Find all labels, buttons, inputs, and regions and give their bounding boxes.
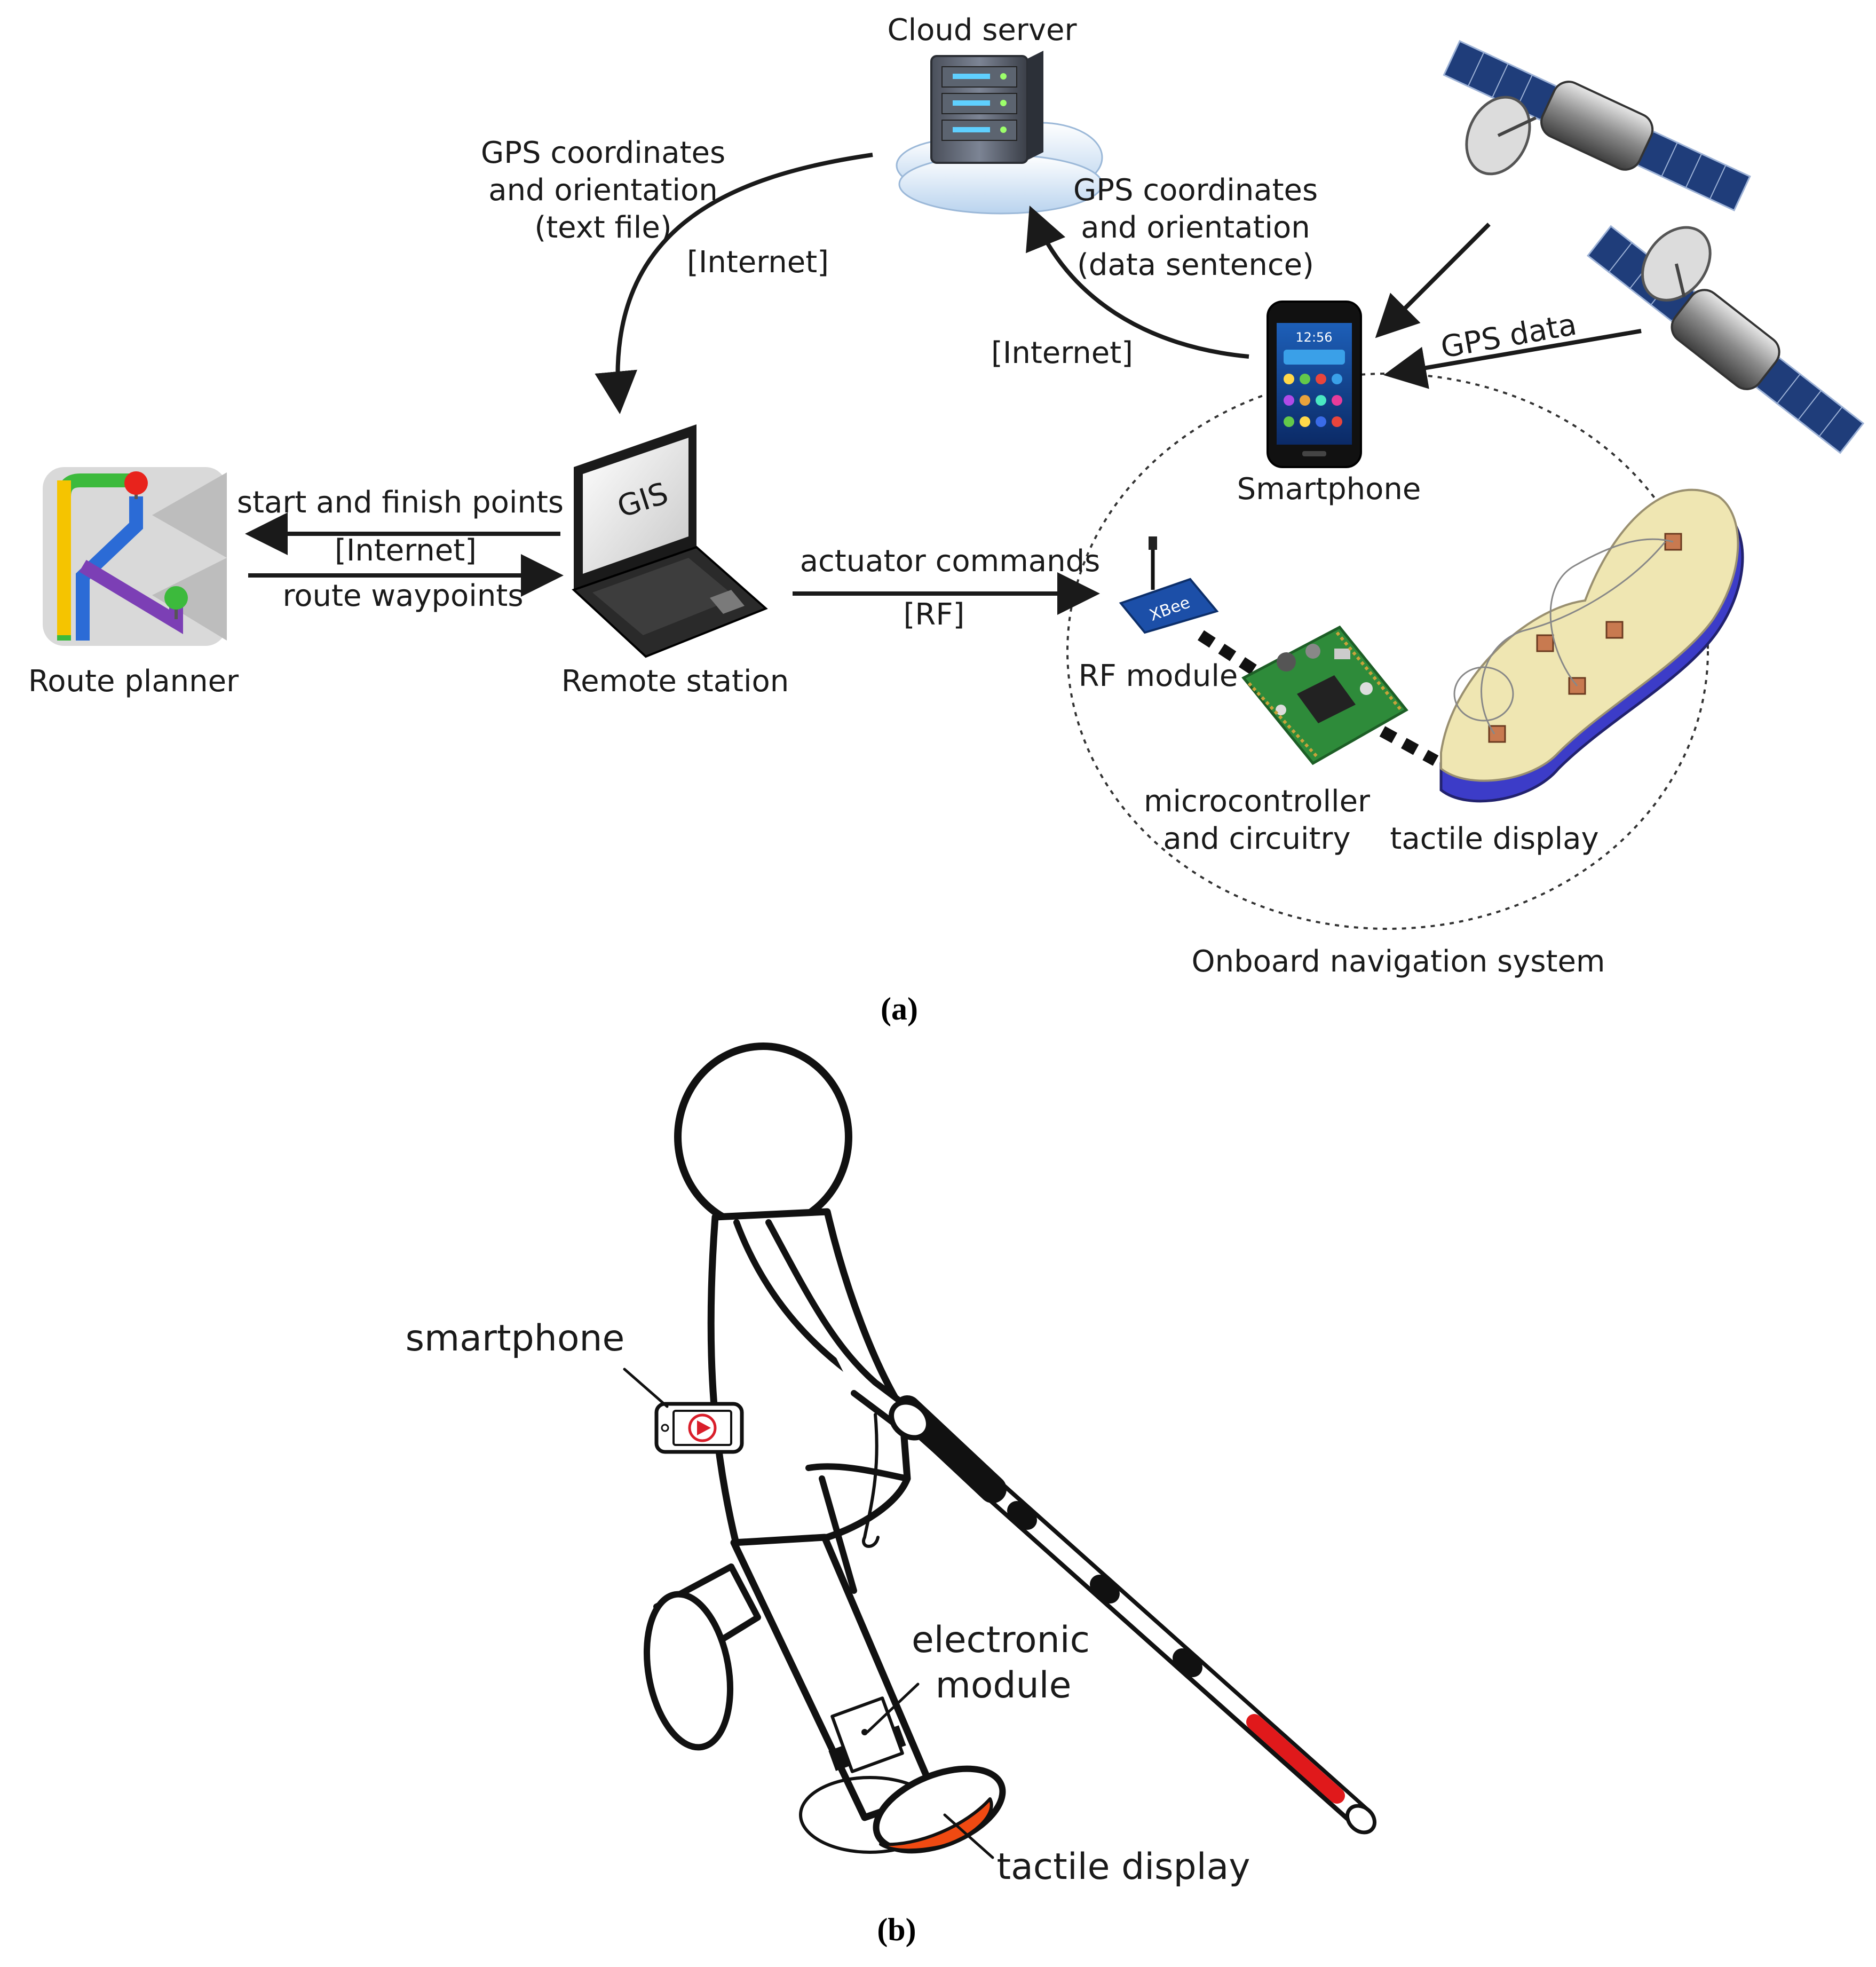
figure-hip-line <box>805 1463 911 1482</box>
belt-smartphone-icon <box>654 1402 744 1454</box>
panel-b-smartphone-label: smartphone <box>406 1317 625 1360</box>
rf-module-label: RF module <box>1079 659 1238 693</box>
laptop-icon <box>572 424 768 658</box>
satellite-icon-lower <box>1587 225 1865 454</box>
phone-to-cloud-text-1: GPS coordinates <box>1073 173 1318 208</box>
microcontroller-label-1: microcontroller <box>1144 784 1371 819</box>
rf-to-mcu-connector <box>1197 630 1274 686</box>
onboard-system-label: Onboard navigation system <box>1192 944 1605 979</box>
tactile-display-sole <box>879 1797 993 1852</box>
electronic-module-leader <box>866 1682 920 1734</box>
rf-module-icon: XBee <box>1119 536 1219 634</box>
actuator-commands-label: actuator commands <box>800 544 1101 579</box>
panel-b-module-label-2: module <box>936 1664 1072 1707</box>
cloud-to-station-text-2: and orientation <box>488 173 718 208</box>
satellite-lower-to-phone-arrow <box>1383 329 1642 389</box>
satellite-icon-upper <box>1443 40 1751 211</box>
smartphone-icon: 12:56 <box>1267 301 1362 468</box>
phone-clock: 12:56 <box>1295 330 1332 345</box>
panel-b-tactile-label: tactile display <box>996 1846 1250 1888</box>
phone-to-cloud-arrow <box>1026 206 1249 359</box>
remote-station-label: Remote station <box>561 664 789 699</box>
cloud-to-station-arrow <box>595 153 873 414</box>
panel-b-caption: (b) <box>877 1912 916 1947</box>
mcu-to-display-connector <box>1379 726 1439 766</box>
microcontroller-label-2: and circuitry <box>1163 821 1350 856</box>
panel-b: smartphone electronic module tactile dis… <box>406 1042 1376 1947</box>
tactile-display-label-a: tactile display <box>1390 821 1598 856</box>
cloud-to-station-channel: [Internet] <box>687 245 829 280</box>
route-planner-icon <box>43 467 227 646</box>
panel-a-caption: (a) <box>881 991 918 1026</box>
electronic-module-dot <box>861 1729 868 1735</box>
planner-station-channel: [Internet] <box>335 533 477 568</box>
panel-b-module-label-1: electronic <box>912 1619 1090 1661</box>
tactile-display-leader <box>943 1813 994 1859</box>
smartphone-label: Smartphone <box>1237 472 1421 507</box>
rf-channel-label: [RF] <box>904 597 965 632</box>
cloud-server-icon <box>896 51 1103 215</box>
figure-strap <box>862 1413 880 1548</box>
smartphone-leader <box>623 1368 669 1408</box>
phone-to-cloud-text-3: (data sentence) <box>1077 248 1314 282</box>
figure-head <box>674 1042 852 1231</box>
figure-hand <box>889 1399 931 1441</box>
route-waypoints-label: route waypoints <box>282 579 523 613</box>
figure-front-leg <box>730 1534 938 1821</box>
microcontroller-icon <box>1241 625 1408 765</box>
cloud-server-label: Cloud server <box>887 13 1077 48</box>
cloud-to-station-text-3: (text file) <box>534 210 671 245</box>
start-finish-label: start and finish points <box>237 485 564 520</box>
cloud-to-station-text-1: GPS coordinates <box>481 136 725 170</box>
tactile-insole-icon <box>1439 488 1744 803</box>
phone-to-cloud-channel: [Internet] <box>991 336 1133 370</box>
onboard-system-boundary <box>1066 373 1709 930</box>
panel-a: Cloud server <box>28 13 1865 1026</box>
figure-inner-leg <box>819 1475 857 1594</box>
phone-to-cloud-text-2: and orientation <box>1081 210 1310 245</box>
gps-data-label: GPS data <box>1438 307 1579 365</box>
route-planner-label: Route planner <box>28 664 239 699</box>
figure-back-foot <box>643 1591 734 1751</box>
figure-torso <box>707 1208 911 1549</box>
satellite-upper-to-phone-arrow <box>1375 223 1491 338</box>
